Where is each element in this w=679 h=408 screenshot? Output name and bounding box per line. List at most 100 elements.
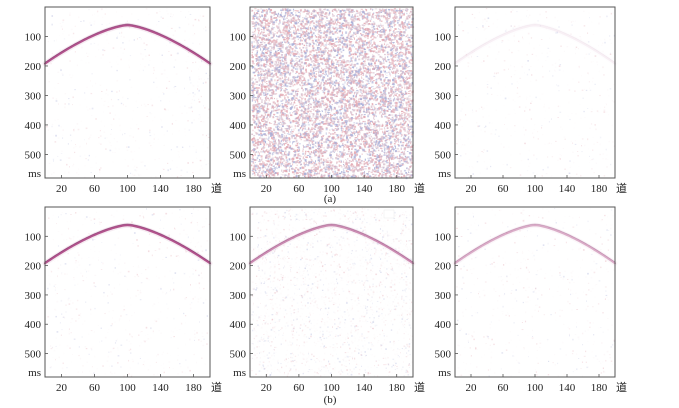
noise-sample bbox=[274, 19, 277, 21]
noise-sample bbox=[156, 12, 158, 14]
noise-sample bbox=[407, 66, 409, 68]
noise-sample bbox=[368, 31, 371, 33]
noise-sample bbox=[401, 86, 403, 89]
noise-sample bbox=[382, 92, 385, 95]
noise-sample bbox=[120, 58, 122, 61]
y-tick-label: 200 bbox=[25, 61, 42, 73]
noise-sample bbox=[357, 55, 359, 58]
noise-sample bbox=[77, 123, 78, 125]
noise-sample bbox=[391, 83, 393, 85]
noise-sample bbox=[171, 114, 174, 117]
noise-sample bbox=[347, 63, 350, 66]
noise-sample bbox=[396, 52, 399, 54]
noise-sample bbox=[178, 130, 180, 132]
noise-sample bbox=[396, 70, 399, 72]
noise-sample bbox=[353, 165, 355, 168]
noise-sample bbox=[380, 137, 384, 140]
noise-sample bbox=[267, 68, 270, 70]
noise-sample bbox=[259, 108, 261, 112]
noise-sample bbox=[299, 39, 301, 42]
noise-sample bbox=[126, 20, 128, 23]
noise-sample bbox=[52, 97, 54, 100]
noise-sample bbox=[90, 166, 93, 168]
noise-sample bbox=[389, 30, 391, 33]
noise-sample bbox=[269, 172, 272, 175]
noise-sample bbox=[325, 107, 327, 109]
noise-sample bbox=[325, 67, 328, 69]
noise-sample bbox=[285, 28, 288, 30]
noise-sample bbox=[275, 19, 278, 21]
noise-sample bbox=[399, 91, 402, 94]
noise-sample bbox=[88, 138, 90, 140]
noise-sample bbox=[74, 25, 76, 27]
noise-sample bbox=[380, 156, 383, 157]
noise-sample bbox=[392, 169, 396, 172]
noise-sample bbox=[251, 87, 253, 90]
noise-sample bbox=[340, 16, 342, 19]
noise-sample bbox=[312, 46, 315, 50]
noise-sample bbox=[283, 32, 285, 35]
noise-sample bbox=[349, 154, 350, 158]
noise-sample bbox=[50, 63, 52, 65]
noise-sample bbox=[373, 152, 375, 155]
noise-sample bbox=[86, 142, 87, 145]
noise-sample bbox=[344, 81, 346, 84]
noise-sample bbox=[262, 161, 264, 163]
noise-sample bbox=[286, 22, 287, 24]
noise-sample bbox=[384, 115, 387, 118]
noise-sample bbox=[349, 137, 352, 139]
noise-sample bbox=[267, 24, 270, 27]
noise-sample bbox=[327, 165, 330, 169]
noise-sample bbox=[149, 59, 151, 61]
noise-sample bbox=[258, 16, 262, 18]
noise-sample bbox=[72, 165, 74, 167]
noise-sample bbox=[258, 112, 260, 114]
noise-sample bbox=[369, 20, 372, 22]
noise-sample bbox=[316, 109, 319, 112]
noise-sample bbox=[367, 119, 370, 122]
noise-sample bbox=[373, 144, 375, 146]
noise-sample bbox=[335, 37, 337, 40]
noise-sample bbox=[336, 15, 339, 17]
noise-sample bbox=[383, 89, 385, 92]
noise-sample bbox=[352, 103, 356, 105]
noise-sample bbox=[100, 167, 102, 169]
noise-sample bbox=[371, 47, 373, 50]
noise-sample bbox=[298, 123, 300, 126]
noise-sample bbox=[277, 86, 280, 88]
noise-sample bbox=[332, 122, 335, 125]
noise-sample bbox=[71, 136, 73, 138]
noise-sample bbox=[407, 144, 411, 147]
noise-sample bbox=[401, 163, 404, 165]
noise-sample bbox=[394, 140, 397, 143]
noise-sample bbox=[389, 139, 391, 141]
noise-sample bbox=[199, 116, 201, 118]
noise-sample bbox=[345, 132, 346, 134]
noise-sample bbox=[66, 163, 68, 166]
noise-sample bbox=[302, 17, 304, 19]
noise-sample bbox=[403, 134, 406, 137]
noise-sample bbox=[322, 76, 326, 79]
noise-sample bbox=[342, 142, 344, 146]
noise-sample bbox=[79, 104, 81, 106]
noise-sample bbox=[341, 171, 343, 173]
noise-sample bbox=[116, 37, 118, 39]
noise-sample bbox=[307, 108, 310, 110]
noise-sample bbox=[346, 89, 348, 91]
noise-sample bbox=[138, 174, 140, 177]
noise-sample bbox=[371, 128, 374, 131]
noise-sample bbox=[320, 97, 323, 99]
noise-sample bbox=[397, 46, 399, 47]
noise-sample bbox=[280, 56, 283, 59]
noise-sample bbox=[334, 85, 336, 87]
noise-sample bbox=[319, 127, 322, 130]
noise-sample bbox=[379, 55, 382, 58]
noise-sample bbox=[73, 130, 75, 132]
noise-sample bbox=[293, 168, 296, 170]
noise-sample bbox=[329, 81, 332, 84]
noise-sample bbox=[392, 134, 394, 135]
noise-sample bbox=[326, 9, 329, 11]
noise-sample bbox=[285, 156, 288, 159]
noise-sample bbox=[394, 13, 397, 16]
noise-sample bbox=[304, 175, 307, 179]
